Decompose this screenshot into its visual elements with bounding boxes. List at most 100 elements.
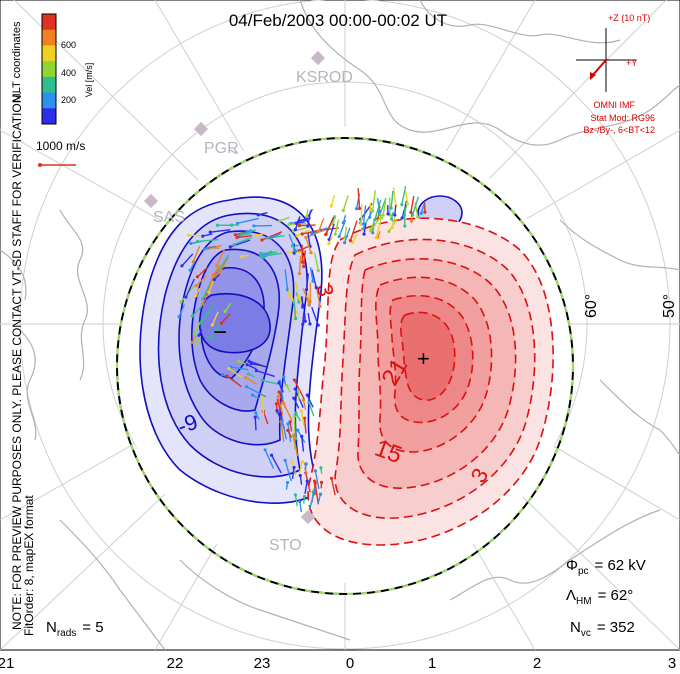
velocity-vector — [328, 224, 335, 240]
velocity-vector-origin — [256, 213, 260, 217]
velocity-vector-origin — [300, 260, 305, 264]
velocity-vector — [201, 304, 215, 322]
velocity-vector-origin — [329, 204, 333, 208]
stat-model: Stat Mod: RG96 — [590, 113, 655, 123]
velocity-vector-origin — [374, 236, 378, 240]
svg-text:ΛHM= 62°: ΛHM = 62° — [566, 587, 633, 607]
velocity-vector — [204, 245, 216, 250]
velocity-vector — [330, 478, 336, 496]
velocity-colorbar — [41, 13, 57, 125]
latitude-label-60: 60° — [583, 294, 600, 318]
velocity-vector — [318, 218, 325, 232]
velocity-vector — [193, 321, 201, 335]
velocity-vector-origin — [302, 416, 307, 420]
map-title: 04/Feb/2003 00:00-00:02 UT — [229, 11, 447, 30]
imf-vector — [591, 59, 607, 77]
velocity-vector-origin — [197, 333, 201, 337]
velocity-vector — [362, 205, 367, 224]
velocity-vector-origin — [290, 460, 294, 464]
velocity-vector — [298, 245, 309, 252]
velocity-vector — [264, 449, 275, 469]
velocity-vector-origin — [285, 288, 290, 292]
velocity-vector-origin — [318, 304, 322, 309]
velocity-vector-origin — [237, 359, 241, 363]
velocity-vector-origin — [302, 264, 306, 269]
mlt-tick-label: 2 — [533, 655, 541, 672]
velocity-vector — [307, 232, 311, 247]
velocity-vector-origin — [266, 236, 270, 240]
velocity-vector-origin — [379, 216, 383, 220]
velocity-vector-origin — [190, 340, 194, 344]
velocity-vector — [244, 229, 257, 235]
radar-label-ksrod: KSROD — [296, 69, 353, 86]
velocity-vector-origin — [227, 366, 231, 371]
velocity-vector-origin — [278, 219, 282, 223]
velocity-vector-origin — [294, 316, 298, 321]
velocity-vector-origin — [305, 393, 309, 397]
velocity-vector — [420, 203, 425, 214]
velocity-vector-origin — [179, 300, 183, 304]
positive-potential-cell — [307, 217, 554, 546]
velocity-vector — [284, 460, 292, 482]
velocity-vector-origin — [313, 469, 317, 473]
velocity-vector — [311, 269, 317, 288]
velocity-vector-origin — [292, 378, 296, 382]
svg-text:Φpc= 62 kV: Φpc = 62 kV — [566, 557, 646, 577]
colorbar-tick-600: 600 — [61, 40, 76, 50]
velocity-vector-origin — [288, 420, 292, 424]
velocity-vector-origin — [296, 389, 301, 394]
velocity-vector — [189, 261, 196, 271]
velocity-vector-origin — [410, 213, 415, 217]
velocity-vector — [291, 467, 295, 479]
velocity-vector-origin — [311, 279, 315, 283]
velocity-vector-origin — [184, 295, 188, 299]
velocity-vector-origin — [293, 227, 297, 232]
velocity-vector — [237, 217, 259, 224]
velocity-vector-origin — [263, 448, 267, 452]
velocity-vector — [392, 187, 397, 206]
velocity-vector-origin — [260, 238, 264, 242]
velocity-vector — [304, 480, 308, 494]
velocity-vector-origin — [373, 218, 377, 222]
mlt-tick-label: 3 — [668, 655, 676, 672]
velocity-vector — [394, 205, 397, 216]
velocity-vector — [237, 234, 252, 239]
velocity-vector — [201, 285, 210, 300]
imf-clock — [576, 28, 636, 92]
mlt-tick-label: 21 — [0, 655, 14, 672]
velocity-vector-origin — [244, 385, 249, 389]
velocity-vector — [293, 416, 296, 437]
velocity-vector — [293, 379, 305, 400]
velocity-vector — [216, 248, 226, 267]
velocity-vector — [302, 250, 307, 267]
velocity-vector-origin — [301, 305, 305, 309]
velocity-vector-origin — [300, 460, 304, 464]
velocity-vector — [191, 305, 203, 317]
velocity-vector — [330, 194, 336, 207]
velocity-vector — [228, 367, 242, 378]
velocity-vector-origin — [292, 465, 296, 470]
velocity-vector-origin — [368, 215, 372, 220]
velocity-vector — [280, 421, 285, 443]
velocity-vector — [278, 382, 284, 393]
velocity-vector-origin — [254, 411, 258, 415]
velocity-vector — [294, 494, 298, 507]
velocity-vector-origin — [276, 394, 280, 399]
velocity-vector — [261, 231, 283, 241]
velocity-vector-origin — [225, 374, 229, 378]
scale-vector-dot — [38, 163, 42, 167]
velocity-vector-origin — [275, 409, 279, 413]
velocity-vector — [245, 376, 257, 385]
velocity-vector — [279, 216, 290, 222]
velocity-vector-origin — [296, 295, 301, 300]
velocity-vector — [301, 296, 304, 308]
velocity-vector-origin — [215, 328, 219, 332]
velocity-vector — [234, 236, 252, 246]
velocity-vector-origin — [253, 415, 257, 419]
velocity-vector-origin — [209, 336, 213, 340]
velocity-vector — [284, 269, 289, 290]
velocity-vector-origin — [219, 321, 224, 325]
colorbar-border — [41, 13, 57, 125]
velocity-vector — [334, 219, 340, 235]
velocity-vector-origin — [409, 210, 413, 215]
